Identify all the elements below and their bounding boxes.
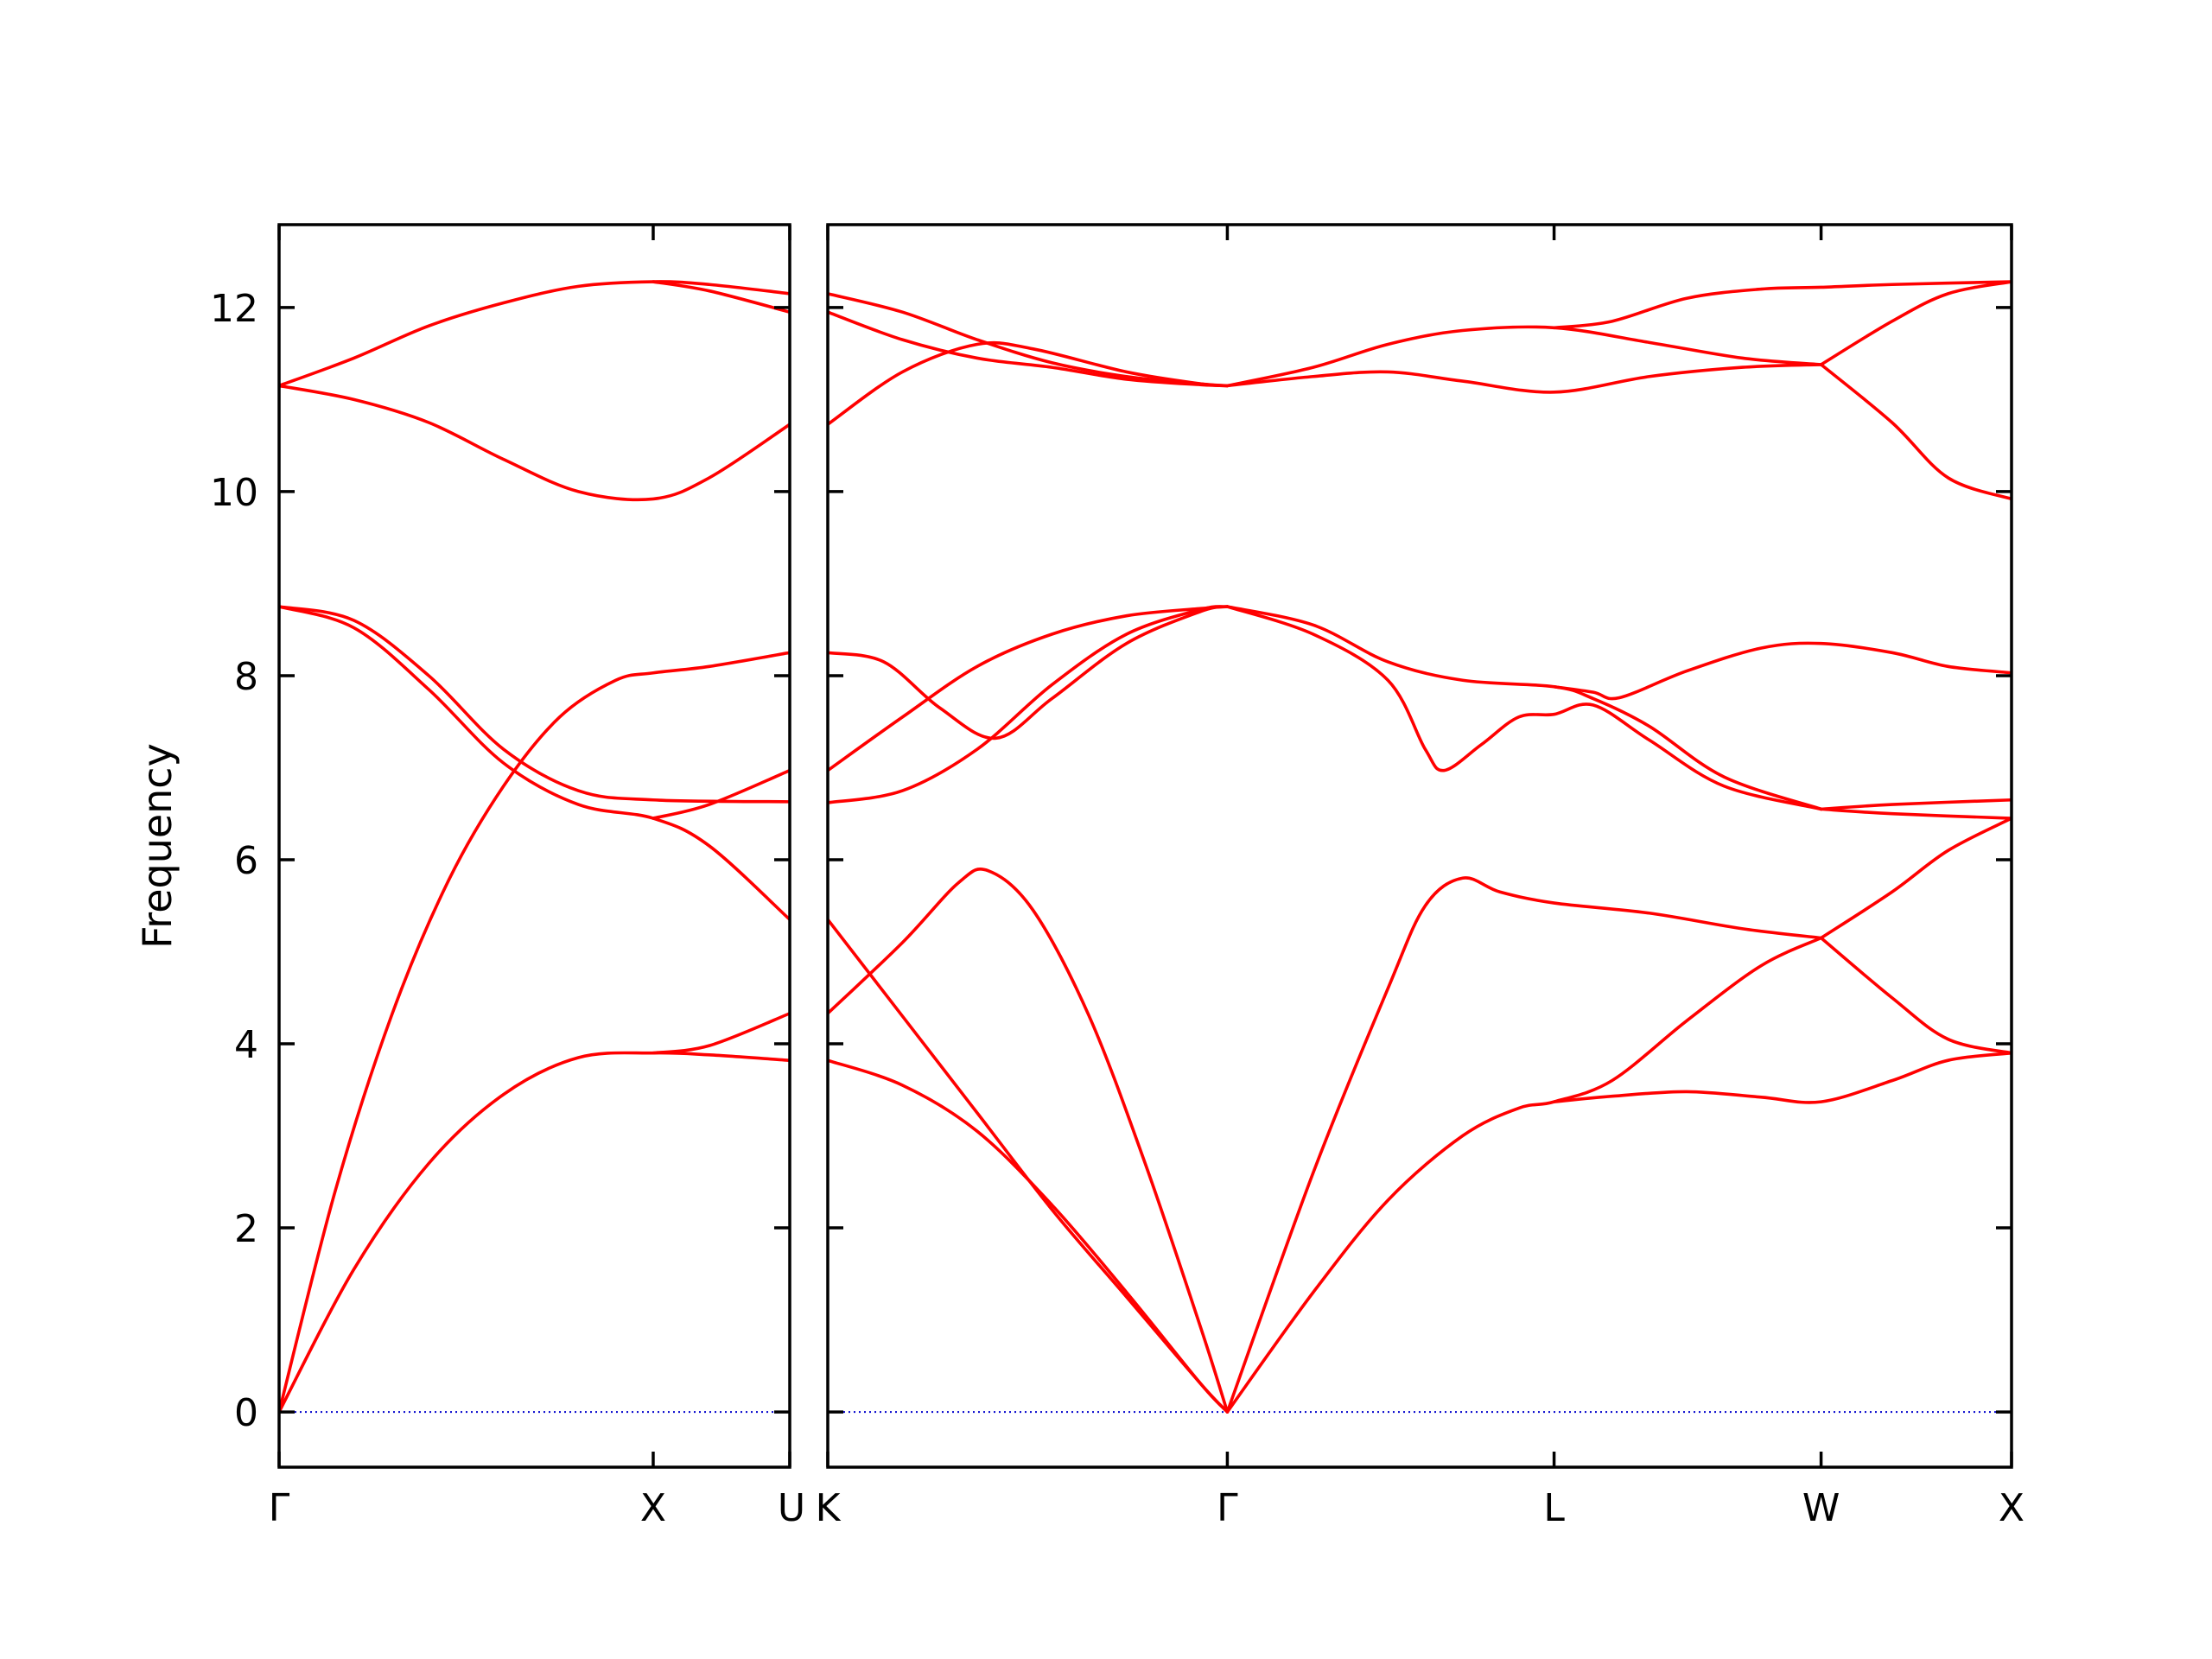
phonon-band-5: [279, 384, 790, 502]
phonon-band-19: [1819, 807, 2012, 820]
phonon-band-15: [1225, 605, 1823, 811]
phonon-band-17: [1552, 641, 2012, 701]
phonon-band-20: [1225, 363, 1823, 394]
y-tick-label: 2: [234, 1207, 258, 1251]
phonon-band-7: [652, 1012, 790, 1055]
x-tick-label: L: [1543, 1486, 1565, 1530]
phonon-band-3: [279, 605, 790, 922]
x-tick-label: X: [640, 1486, 666, 1530]
phonon-band-2: [828, 918, 1230, 1414]
band-group: [279, 280, 790, 1414]
phonon-band-1: [279, 1051, 790, 1414]
band-group: [828, 280, 2012, 1414]
phonon-band-23: [1819, 280, 2012, 366]
phonon-band-12: [1552, 1051, 2012, 1104]
phonon-band-22: [1552, 280, 2012, 330]
phonon-band-3: [828, 867, 1230, 1414]
y-tick-label: 10: [210, 471, 258, 515]
phonon-band-4: [828, 605, 1230, 804]
phonon-band-11: [1225, 936, 1823, 1414]
phonon-band-9: [652, 280, 790, 314]
y-tick-label: 12: [210, 287, 258, 331]
phonon-band-13: [1819, 817, 2012, 940]
plot-panels: 0 2 4 6 8 10 12 Γ X U K Γ L W X: [210, 223, 2024, 1530]
phonon-band-10: [1225, 876, 1823, 1414]
panel-1: 0 2 4 6 8 10 12 Γ X U: [210, 223, 805, 1530]
y-tick-label: 8: [234, 655, 258, 699]
phonon-band-16: [1225, 605, 1823, 811]
phonon-band-4: [279, 605, 790, 804]
phonon-band-24: [1819, 363, 2012, 501]
x-tick-label: W: [1802, 1486, 1840, 1530]
y-tick-label: 4: [234, 1023, 258, 1067]
phonon-band-21: [1225, 325, 1823, 388]
phonon-band-6: [279, 280, 790, 388]
x-tick-label: Γ: [1217, 1486, 1238, 1530]
x-tick-label: K: [816, 1486, 842, 1530]
phonon-band-1: [828, 1058, 1230, 1414]
y-tick-label: 6: [234, 839, 258, 883]
plot-frame: [277, 223, 791, 1469]
phonon-band-9: [828, 292, 1230, 388]
x-tick-label: X: [1999, 1486, 2024, 1530]
phonon-band-5: [828, 605, 1230, 741]
x-tick-label: U: [778, 1486, 805, 1530]
phonon-band-2: [279, 651, 790, 1414]
phonon-band-18: [1819, 798, 2012, 811]
y-axis-label: Frequency: [134, 743, 181, 949]
phonon-band-14: [1819, 936, 2012, 1055]
phonon-band-8: [652, 768, 790, 820]
y-tick-label: 0: [234, 1391, 258, 1435]
plot-frame: [826, 223, 2013, 1469]
x-tick-label: Γ: [269, 1486, 290, 1530]
phonon-band-6: [828, 605, 1230, 772]
